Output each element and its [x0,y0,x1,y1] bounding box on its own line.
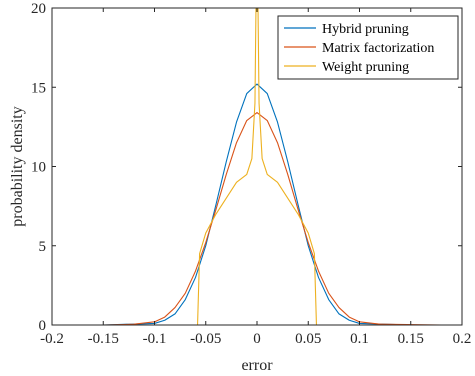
axes [51,7,463,326]
legend-label: Matrix factorization [322,41,434,56]
y-tick-label: 20 [31,1,46,17]
x-tick-label: 0.2 [453,331,472,347]
legend-label: Weight pruning [322,60,409,75]
tick-labels: -0.2 -0.15 -0.1 -0.05 0 0.05 0.1 0.15 0.2 0 5 10 15 2… [31,1,471,347]
x-tick-label: 0.1 [350,331,369,347]
y-tick-label: 5 [39,239,47,255]
series-line-weight-pruning [197,8,317,325]
legend-label: Hybrid pruning [322,22,409,37]
x-tick-label: -0.15 [88,331,119,347]
series-line-matrix-factorization [103,112,442,325]
x-tick-label: 0 [253,331,261,347]
legend: Hybrid pruning Matrix factorization Weight… [277,15,459,80]
x-tick-label: 0.15 [398,331,424,347]
plot-area [103,8,442,325]
y-axis-label: probability density [9,106,26,226]
x-tick-label: -0.2 [40,331,64,347]
x-axis-label: error [241,357,273,374]
x-tick-label: 0.05 [295,331,321,347]
y-tick-label: 15 [31,80,46,96]
x-tick-label: -0.05 [190,331,221,347]
series-line-hybrid-pruning [103,83,411,325]
y-tick-label: 10 [31,160,46,176]
x-tick-label: -0.1 [143,331,167,347]
y-tick-label: 0 [39,318,47,334]
